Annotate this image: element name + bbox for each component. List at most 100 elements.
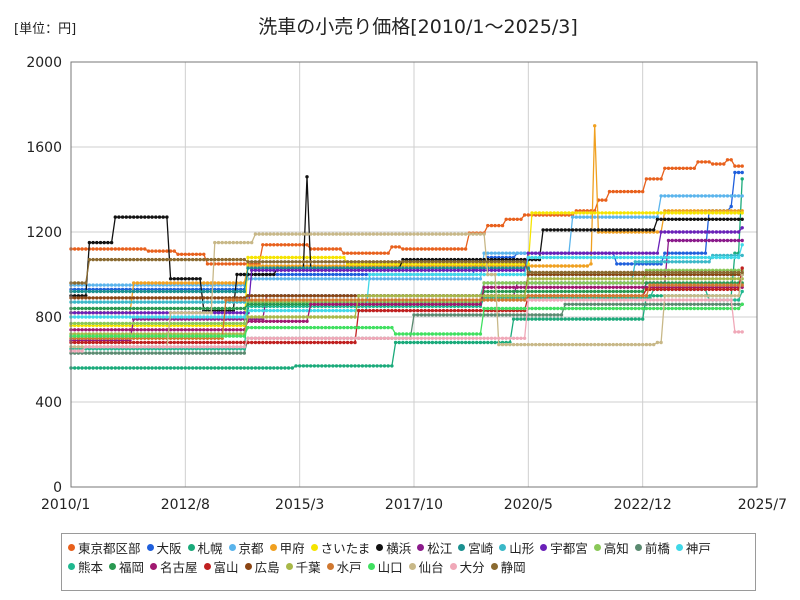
legend-marker — [68, 544, 75, 551]
data-point — [493, 223, 497, 228]
data-point — [559, 313, 564, 317]
data-point — [534, 298, 538, 302]
data-point — [666, 306, 671, 311]
data-point — [146, 328, 151, 332]
data-point — [438, 308, 442, 313]
data-point — [637, 281, 641, 285]
data-point — [349, 315, 353, 319]
data-point — [161, 296, 165, 300]
data-point — [655, 283, 660, 287]
data-point — [224, 340, 228, 345]
data-point — [677, 166, 682, 170]
data-point — [272, 255, 276, 260]
data-point — [360, 260, 365, 264]
data-point — [87, 340, 92, 345]
data-point — [681, 211, 685, 215]
data-point — [666, 217, 671, 221]
data-point — [456, 272, 460, 277]
data-point — [460, 272, 464, 277]
data-point — [154, 366, 158, 370]
data-point — [80, 311, 84, 315]
data-point — [427, 260, 431, 264]
data-point — [146, 281, 151, 285]
data-point — [637, 260, 641, 264]
chart-title: 洗車の小売り価格[2010/1～2025/3] — [258, 16, 578, 38]
data-point — [618, 294, 623, 298]
data-point — [534, 342, 538, 347]
data-point — [132, 289, 136, 294]
data-point — [128, 321, 132, 326]
data-point — [143, 345, 147, 349]
data-point — [102, 351, 106, 355]
data-point — [471, 332, 475, 336]
data-point — [194, 340, 199, 345]
data-point — [703, 238, 708, 243]
series-lines — [69, 124, 744, 370]
data-point — [368, 364, 372, 368]
data-point — [113, 345, 118, 349]
data-point — [290, 260, 294, 264]
y-tick-label: 800 — [35, 310, 62, 326]
data-point — [220, 296, 224, 300]
data-point — [157, 340, 162, 345]
data-point — [677, 306, 682, 311]
data-point — [87, 328, 92, 332]
data-point — [84, 345, 88, 349]
data-point — [718, 298, 722, 302]
data-point — [135, 257, 140, 262]
data-point — [696, 255, 700, 260]
data-point — [449, 268, 453, 272]
data-point — [567, 302, 571, 306]
data-point — [430, 313, 435, 317]
data-point — [452, 260, 457, 264]
data-point — [309, 272, 313, 277]
data-point — [692, 260, 696, 264]
legend-marker — [675, 544, 683, 551]
data-point — [696, 270, 700, 275]
data-point — [626, 277, 630, 281]
data-point — [652, 251, 656, 255]
data-point — [286, 268, 291, 272]
data-point — [106, 328, 110, 332]
data-point — [688, 302, 693, 306]
data-point — [102, 306, 106, 311]
data-point — [515, 294, 519, 298]
legend-label: 山形 — [509, 541, 535, 556]
data-point — [718, 294, 722, 298]
data-point — [419, 247, 424, 251]
data-point — [449, 340, 453, 345]
data-point — [235, 340, 239, 345]
data-point — [202, 366, 206, 370]
data-point — [342, 298, 346, 302]
data-point — [294, 260, 298, 264]
data-point — [257, 232, 261, 236]
data-point — [397, 232, 401, 236]
data-point — [641, 270, 645, 275]
data-point — [670, 294, 674, 298]
legend-item: 宇都宮 — [540, 538, 588, 557]
data-point — [312, 302, 317, 306]
data-point — [681, 194, 685, 198]
data-point — [644, 270, 649, 275]
data-point — [368, 268, 372, 272]
data-point — [740, 289, 744, 294]
data-point — [279, 243, 283, 247]
data-point — [275, 255, 280, 260]
data-point — [703, 260, 708, 264]
data-point — [239, 306, 243, 311]
data-point — [143, 281, 147, 285]
data-point — [161, 300, 165, 304]
data-point — [534, 211, 538, 215]
data-point — [663, 260, 667, 264]
data-point — [681, 306, 685, 311]
data-point — [552, 277, 556, 281]
data-point — [257, 272, 261, 277]
data-point — [275, 272, 280, 277]
data-point — [257, 340, 261, 345]
data-point — [423, 268, 427, 272]
data-point — [652, 302, 656, 306]
data-point — [84, 306, 88, 311]
data-point — [607, 342, 612, 347]
data-point — [670, 283, 674, 287]
data-point — [272, 298, 276, 302]
